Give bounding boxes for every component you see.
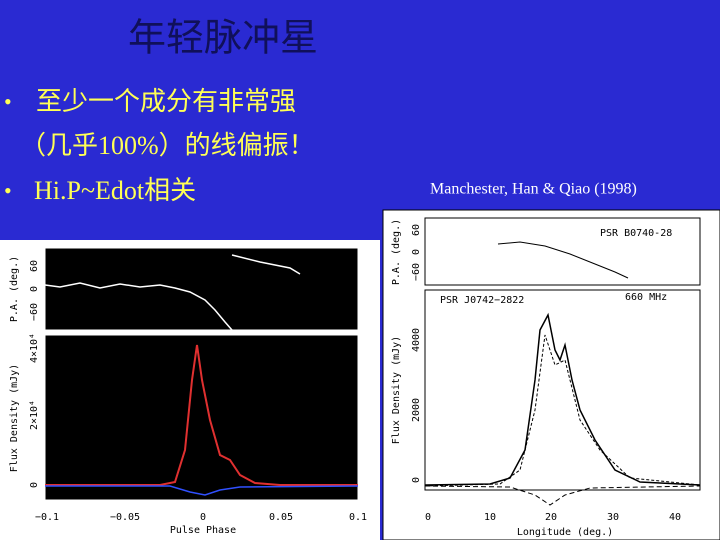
psr-label: J0835 −4510	[58, 337, 124, 348]
pa-curve	[44, 282, 233, 331]
flux-panel	[44, 334, 359, 501]
x-tick-label: −0.05	[110, 512, 140, 523]
bullet-dot: •	[4, 178, 12, 203]
pulsar-name: PSR B0740-28	[600, 228, 672, 239]
intensity-curve	[424, 312, 701, 486]
flux-panel	[424, 289, 701, 491]
pa-curve	[497, 241, 629, 279]
y-tick-label: 0	[29, 482, 40, 488]
bullet-line: Hi.P~Edot相关	[34, 176, 196, 205]
y-axis-label: Flux Density (mJy)	[9, 364, 20, 472]
intensity-curve	[45, 344, 358, 486]
pa-panel	[424, 217, 701, 286]
x-tick-label: 0	[200, 512, 206, 523]
x-tick-label: 0.1	[349, 512, 367, 523]
y-axis-label: P.A. (deg.)	[391, 219, 402, 285]
x-axis-label: Longitude (deg.)	[517, 527, 613, 538]
freq-label: 660 MHz	[625, 292, 667, 303]
freq-label: 1433.0 MHz	[285, 337, 345, 348]
pa-curve	[231, 254, 301, 275]
x-tick-label: 10	[484, 512, 496, 523]
circular-curve	[424, 485, 701, 506]
y-tick-label: 2×10⁴	[29, 400, 40, 430]
y-tick-label: 0	[411, 477, 422, 483]
y-tick-label: −60	[411, 263, 422, 281]
y-tick-label: 4000	[411, 328, 422, 352]
bullet-line: 至少一个成分有非常强	[36, 87, 296, 116]
y-tick-label: 4×10⁴	[29, 333, 40, 363]
bullet-dot: •	[4, 89, 12, 114]
slide-title: 年轻脉冲星	[128, 16, 318, 60]
psr-label: PSR J0742−2822	[440, 295, 524, 306]
right-plot: PSR B0740-28 PSR J0742−2822 660 MHz Long…	[382, 209, 720, 541]
y-tick-label: 60	[29, 260, 40, 272]
x-tick-label: 0	[425, 512, 431, 523]
y-tick-label: 0	[411, 249, 422, 255]
bullet-list: • 至少一个成分有非常强 （几乎100%）的线偏振！ • Hi.P~Edot相关	[4, 87, 315, 205]
pa-panel	[44, 247, 359, 331]
polarization-curve	[45, 485, 359, 496]
y-tick-label: −60	[29, 303, 40, 321]
linear-curve	[424, 334, 701, 487]
y-axis-label: Flux Density (mJy)	[391, 336, 402, 444]
y-tick-label: 60	[411, 224, 422, 236]
x-axis-label: Pulse Phase	[170, 525, 236, 536]
x-tick-label: −0.1	[35, 512, 59, 523]
x-tick-label: 30	[607, 512, 619, 523]
y-tick-label: 2000	[411, 398, 422, 422]
x-tick-label: 20	[545, 512, 557, 523]
bullet-line: （几乎100%）的线偏振！	[20, 131, 315, 160]
y-tick-label: 0	[29, 286, 40, 292]
x-tick-label: 40	[669, 512, 681, 523]
citation: Manchester, Han & Qiao (1998)	[430, 181, 637, 198]
left-plot: J0835 −4510 1433.0 MHz Pulse Phase P.A. …	[0, 240, 380, 540]
x-tick-label: 0.05	[269, 512, 293, 523]
y-axis-label: P.A. (deg.)	[9, 256, 20, 322]
